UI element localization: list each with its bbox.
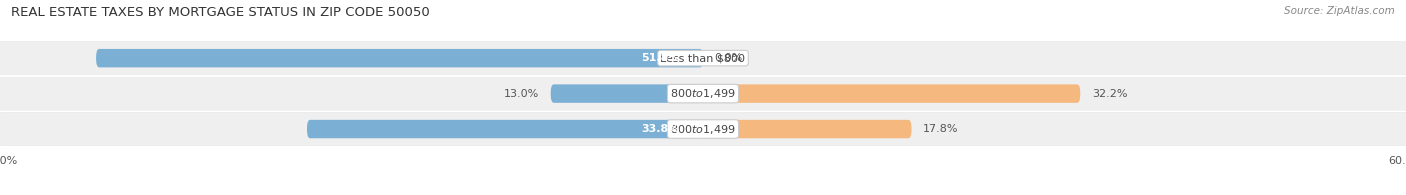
FancyBboxPatch shape [0, 112, 1406, 146]
Text: 32.2%: 32.2% [1092, 89, 1128, 99]
FancyBboxPatch shape [307, 120, 703, 138]
FancyBboxPatch shape [703, 120, 911, 138]
Text: $800 to $1,499: $800 to $1,499 [671, 122, 735, 136]
Text: 0.0%: 0.0% [714, 53, 742, 63]
Text: Less than $800: Less than $800 [661, 53, 745, 63]
FancyBboxPatch shape [703, 84, 1080, 103]
FancyBboxPatch shape [0, 112, 1406, 146]
FancyBboxPatch shape [96, 49, 703, 67]
FancyBboxPatch shape [0, 77, 1406, 110]
FancyBboxPatch shape [551, 84, 703, 103]
Text: 33.8%: 33.8% [641, 124, 679, 134]
Text: Source: ZipAtlas.com: Source: ZipAtlas.com [1284, 6, 1395, 16]
Text: 13.0%: 13.0% [503, 89, 538, 99]
FancyBboxPatch shape [0, 77, 1406, 110]
Text: $800 to $1,499: $800 to $1,499 [671, 87, 735, 100]
FancyBboxPatch shape [0, 42, 1406, 75]
Text: 51.8%: 51.8% [641, 53, 679, 63]
FancyBboxPatch shape [0, 42, 1406, 75]
Text: REAL ESTATE TAXES BY MORTGAGE STATUS IN ZIP CODE 50050: REAL ESTATE TAXES BY MORTGAGE STATUS IN … [11, 6, 430, 19]
Text: 17.8%: 17.8% [924, 124, 959, 134]
